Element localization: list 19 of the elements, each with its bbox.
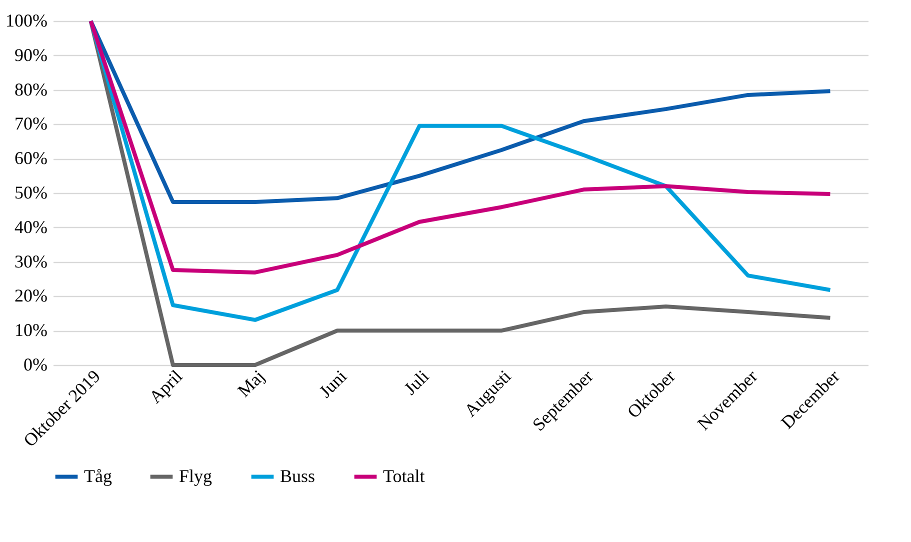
y-tick-label: 60% xyxy=(14,148,48,168)
y-tick-label: 80% xyxy=(14,79,48,100)
y-tick-label: 0% xyxy=(24,354,48,374)
legend-label: Flyg xyxy=(179,466,212,486)
legend-label: Buss xyxy=(280,466,316,486)
y-tick-label: 100% xyxy=(6,10,48,30)
line-series xyxy=(88,19,832,274)
legend-label: Tåg xyxy=(84,466,112,486)
x-tick-label: Juli xyxy=(400,366,433,399)
y-tick-label: 70% xyxy=(14,114,48,134)
legend-label: Totalt xyxy=(383,466,425,486)
x-tick-label: Maj xyxy=(234,366,268,401)
y-tick-label: 30% xyxy=(14,251,48,272)
y-tick-label: 90% xyxy=(14,44,48,65)
y-tick-label: 10% xyxy=(14,320,48,340)
y-tick-label: 20% xyxy=(14,286,48,306)
x-tick-label: Juni xyxy=(315,366,350,402)
y-tick-label: 40% xyxy=(14,216,48,237)
y-tick-label: 50% xyxy=(14,182,48,202)
